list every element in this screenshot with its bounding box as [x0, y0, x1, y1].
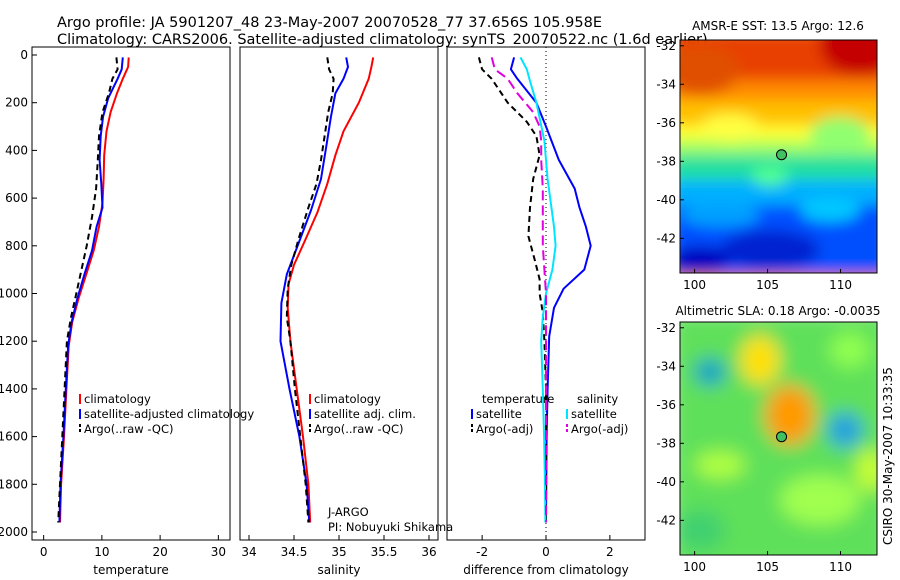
series-line-argo-raw-qc-: [285, 57, 335, 523]
series-line-satellite: [519, 56, 557, 523]
map-y-tick-label: -36: [656, 116, 676, 130]
project-label: J-ARGO: [327, 505, 369, 519]
provenance-stamp: CSIRO 30-May-2007 10:33:35: [881, 367, 895, 545]
legend-group-title: salinity: [577, 392, 618, 406]
x-tick-label: 35.5: [371, 545, 398, 559]
y-tick-label: 200: [5, 96, 28, 110]
map-y-tick-label: -32: [656, 321, 676, 335]
figure-title-line2: Climatology: CARS2006. Satellite-adjuste…: [57, 32, 708, 48]
sla-map-panel: Altimetric SLA: 0.18 Argo: -0.0035 -32-3…: [656, 304, 880, 574]
temperature-x-label: temperature: [93, 563, 168, 577]
y-tick-label: 1000: [0, 287, 28, 301]
map-y-tick-label: -40: [656, 475, 676, 489]
series-line-argo-adj-: [477, 57, 547, 523]
series-line-satellite: [509, 57, 592, 523]
salinity-panel: 34 34.5 35 35.5 36 salinity climatologysatelli…: [239, 46, 453, 577]
map-y-tick-label: -38: [656, 154, 676, 168]
difference-panel: -2 0 2 difference from climatology temperatu…: [446, 46, 646, 577]
legend-label: Argo(-adj): [571, 422, 628, 436]
map-y-tick-label: -34: [656, 77, 676, 91]
map-y-tick-label: -36: [656, 398, 676, 412]
x-tick-label: 0: [542, 545, 550, 559]
legend-label: Argo(-adj): [476, 422, 533, 436]
series-line-satellite-adj-clim-: [279, 57, 349, 523]
salinity-frame: [239, 46, 439, 541]
y-tick-label: 1200: [0, 334, 28, 348]
map-y-tick-label: -32: [656, 39, 676, 53]
pi-label: PI: Nobuyuki Shikama: [328, 520, 453, 534]
y-tick-label: 1800: [0, 477, 28, 491]
legend-label: satellite adj. clim.: [314, 407, 416, 421]
y-tick-label: 2000: [0, 525, 28, 539]
map-y-tick-label: -34: [656, 359, 676, 373]
x-tick-label: 34.5: [281, 545, 308, 559]
y-tick-label: 600: [5, 191, 28, 205]
x-tick-label: 2: [606, 545, 614, 559]
legend-label: Argo(..raw -QC): [314, 422, 404, 436]
series-line-satellite-adjusted-climatology: [58, 57, 124, 523]
series-line-argo-adj-: [490, 57, 547, 523]
map-x-tick-label: 105: [756, 278, 779, 292]
legend-label: satellite-adjusted climatology: [84, 407, 254, 421]
x-tick-label: 34: [241, 545, 256, 559]
legend-label: climatology: [84, 392, 151, 406]
series-line-argo-raw-qc-: [57, 57, 119, 523]
y-tick-label: 800: [5, 239, 28, 253]
map-x-tick-label: 110: [829, 560, 852, 574]
series-line-climatology: [286, 57, 375, 523]
map-x-tick-label: 100: [683, 560, 706, 574]
x-tick-label: 10: [94, 545, 109, 559]
legend-label: Argo(..raw -QC): [84, 422, 174, 436]
x-tick-label: 35: [331, 545, 346, 559]
temperature-panel: 0 10 20 30 0 200 400 600 800 1000 1200 1400 1600 1800…: [0, 46, 254, 577]
y-tick-label: 0: [20, 48, 28, 62]
x-tick-label: -2: [476, 545, 488, 559]
x-tick-label: 0: [40, 545, 48, 559]
legend-label: satellite: [476, 407, 522, 421]
x-tick-label: 30: [211, 545, 226, 559]
legend-label: satellite: [571, 407, 617, 421]
sst-map-title: AMSR-E SST: 13.5 Argo: 12.6: [692, 19, 864, 33]
difference-x-label: difference from climatology: [463, 563, 629, 577]
map-x-tick-label: 110: [829, 278, 852, 292]
sst-map-axes: -32 -34 -36 -38 -40 -42 100 105 110: [656, 39, 852, 292]
sla-map-axes: -32 -34 -36 -38 -40 -42 100 105 110: [656, 321, 852, 574]
sla-map-title: Altimetric SLA: 0.18 Argo: -0.0035: [675, 304, 880, 318]
figure-title-line1: Argo profile: JA 5901207_48 23-May-2007 …: [57, 15, 602, 31]
y-tick-label: 1400: [0, 382, 28, 396]
sst-argo-position-marker: [776, 149, 788, 161]
map-y-tick-label: -38: [656, 436, 676, 450]
sst-map-panel: AMSR-E SST: 13.5 Argo: 12.6 -32 -34 -36 -38…: [656, 19, 878, 292]
series-line-climatology: [59, 57, 130, 523]
map-x-tick-label: 100: [683, 278, 706, 292]
profile-panels: 0 10 20 30020040060080010001200140016001800…: [0, 46, 646, 577]
y-tick-label: 1600: [0, 430, 28, 444]
legend-group-title: temperature: [482, 392, 554, 406]
map-y-tick-label: -40: [656, 193, 676, 207]
map-y-tick-label: -42: [656, 231, 676, 245]
salinity-x-label: salinity: [317, 563, 360, 577]
x-tick-label: 36: [421, 545, 436, 559]
map-y-tick-label: -42: [656, 513, 676, 527]
map-x-tick-label: 105: [756, 560, 779, 574]
sla-argo-position-marker: [776, 431, 788, 443]
x-tick-label: 20: [152, 545, 167, 559]
y-tick-label: 400: [5, 143, 28, 157]
legend-label: climatology: [314, 392, 381, 406]
